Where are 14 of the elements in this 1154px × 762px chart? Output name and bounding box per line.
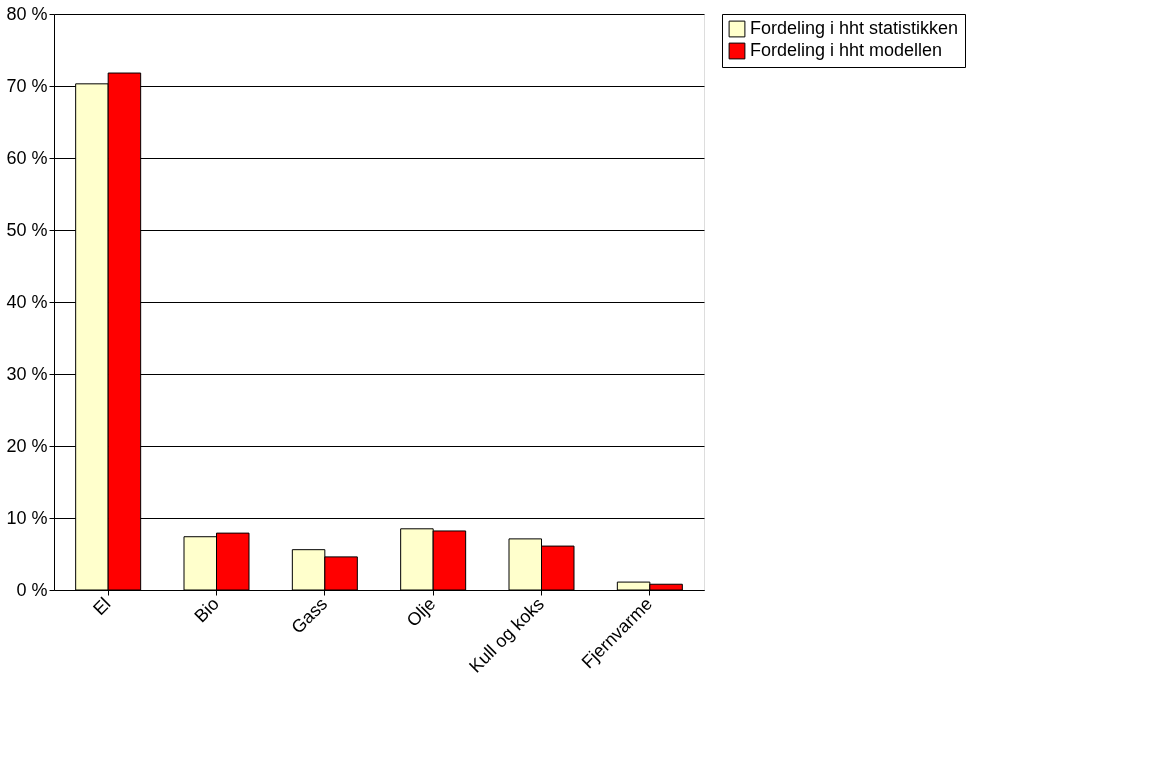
x-tick-label: Olje: [402, 593, 440, 631]
y-tick-label: 50 %: [6, 219, 48, 240]
y-tick-label: 40 %: [6, 291, 48, 312]
legend-label: Fordeling i hht modellen: [750, 40, 943, 60]
legend-label: Fordeling i hht statistikken: [750, 18, 959, 38]
y-tick-label: 10 %: [6, 507, 48, 528]
y-tick-label: 80 %: [6, 3, 48, 24]
x-tick-label: Bio: [190, 593, 223, 627]
x-tick-label: El: [89, 593, 115, 620]
y-tick-label: 60 %: [6, 147, 48, 168]
y-tick-label: 20 %: [6, 435, 48, 456]
y-tick-label: 30 %: [6, 363, 48, 384]
y-tick-label: 0 %: [16, 579, 48, 600]
y-tick-label: 70 %: [6, 75, 48, 96]
